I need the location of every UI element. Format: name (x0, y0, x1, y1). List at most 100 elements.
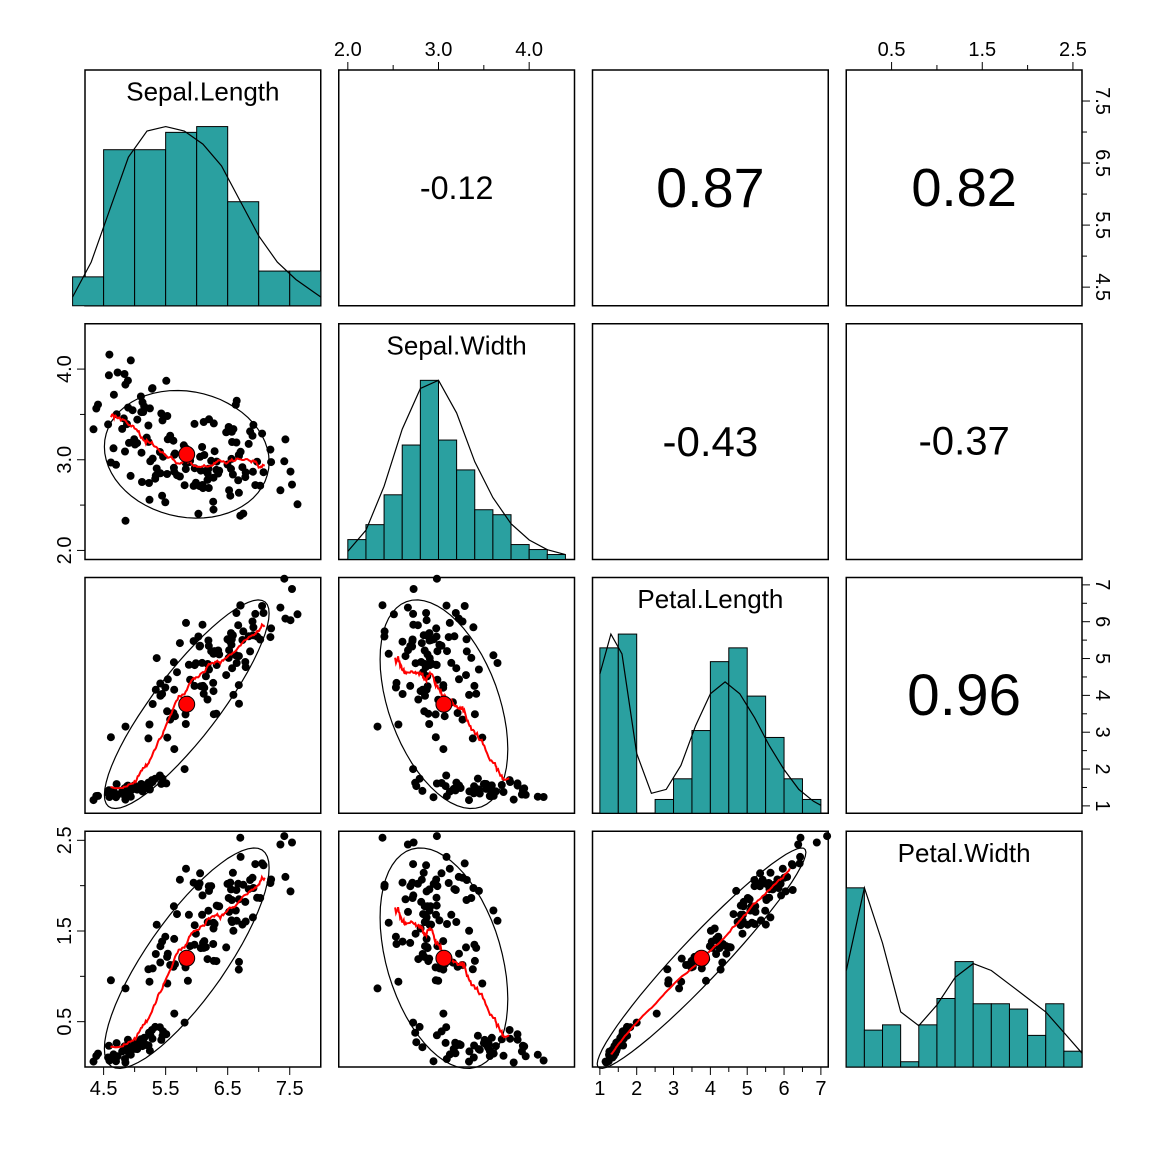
scatter-point (432, 876, 440, 884)
scatter-point (465, 691, 473, 699)
scatter-point (267, 624, 275, 632)
hist-bar (259, 271, 290, 306)
scatter-point (251, 481, 259, 489)
axis-tick-label: 3.0 (54, 446, 76, 474)
centroid-point (179, 696, 195, 712)
scatter-point (153, 465, 161, 473)
scatter-point (478, 980, 486, 988)
scatter-point (426, 907, 434, 915)
scatter-point (469, 623, 477, 631)
scatter-point (500, 788, 508, 796)
scatter-point (489, 651, 497, 659)
scatter-point (399, 638, 407, 646)
scatter-point (276, 841, 284, 849)
scatter-point (146, 496, 154, 504)
scatter-point (432, 733, 440, 741)
scatter-point (232, 439, 240, 447)
scatter-point (445, 879, 453, 887)
scatter-point (173, 668, 181, 676)
scatter-point (182, 720, 190, 728)
scatter-point (472, 690, 480, 698)
axis-tick-label: 5.5 (152, 1078, 180, 1100)
scatter-point (461, 859, 469, 867)
scatter-point (430, 1057, 438, 1065)
scatter-point (94, 401, 102, 409)
scatter-point (789, 886, 797, 894)
scatter-point (246, 647, 254, 655)
scatter-point (153, 654, 161, 662)
scatter-point (146, 721, 154, 729)
scatter-point (212, 957, 220, 965)
scatter-point (425, 885, 433, 893)
scatter-point (105, 351, 113, 359)
scatter-point (707, 927, 715, 935)
scatter-point (722, 950, 730, 958)
scatter-point (402, 895, 410, 903)
hist-bar (290, 271, 321, 306)
scatter-point (127, 472, 135, 480)
hist-bar (1046, 1004, 1064, 1067)
scatter-point (789, 861, 797, 869)
scatter-point (158, 492, 166, 500)
hist-bar (991, 1004, 1009, 1067)
axis-tick-label: 2.5 (54, 826, 76, 854)
scatter-point (796, 853, 804, 861)
scatter-point (229, 927, 237, 935)
scatter-point (94, 1050, 102, 1058)
scatter-point (467, 654, 475, 662)
scatter-point (149, 700, 157, 708)
scatter-point (761, 907, 769, 915)
scatter-point (199, 481, 207, 489)
scatter-point (200, 937, 208, 945)
scatter-point (241, 658, 249, 666)
scatter-point (476, 1046, 484, 1054)
scatter-point (424, 944, 432, 952)
hist-bar (692, 731, 710, 814)
hist-bar (348, 540, 366, 560)
scatter-point (281, 873, 289, 881)
scatter-point (149, 964, 157, 972)
axis-tick-label: 7.5 (276, 1078, 304, 1100)
scatter-point (462, 671, 470, 679)
scatter-point (447, 911, 455, 919)
scatter-point (433, 832, 441, 840)
hist-bar (493, 515, 511, 560)
scatter-point (140, 1034, 148, 1042)
scatter-point (199, 891, 207, 899)
hist-bar (438, 440, 456, 559)
hist-bar (901, 1062, 919, 1067)
scatter-point (121, 381, 129, 389)
scatter-point (192, 659, 200, 667)
correlation-value: 0.96 (907, 663, 1021, 728)
scatter-point (432, 624, 440, 632)
hist-bar (457, 470, 475, 560)
hist-bar (937, 998, 955, 1067)
axis-tick-label: 4.5 (90, 1078, 118, 1100)
scatter-point (222, 943, 230, 951)
axis-tick-label: 4.0 (515, 39, 543, 61)
scatter-point (133, 416, 141, 424)
hist-bar (104, 150, 135, 306)
scatter-point (718, 959, 726, 967)
scatter-point (239, 627, 247, 635)
variable-label: Petal.Length (637, 584, 783, 614)
scatter-point (107, 733, 115, 741)
scatter-point (234, 476, 242, 484)
scatter-point (236, 512, 244, 520)
scatter-point (442, 1023, 450, 1031)
correlation-value: -0.12 (420, 170, 494, 206)
scatter-point (485, 782, 493, 790)
scatter-point (114, 369, 122, 377)
scatter-point (260, 609, 268, 617)
scatter-point (439, 745, 447, 753)
axis-tick-label: 5 (1091, 653, 1113, 664)
scatter-point (215, 467, 223, 475)
scatter-point (235, 700, 243, 708)
pairs-panel-svg: Sepal.Length-0.120.870.82Sepal.Width-0.4… (0, 0, 1152, 1152)
scatter-point (450, 785, 458, 793)
scatter-point (759, 876, 767, 884)
scatter-point (90, 1058, 98, 1066)
axis-tick-label: 5.5 (1091, 211, 1113, 239)
scatter-point (455, 675, 463, 683)
hist-bar (366, 525, 384, 560)
